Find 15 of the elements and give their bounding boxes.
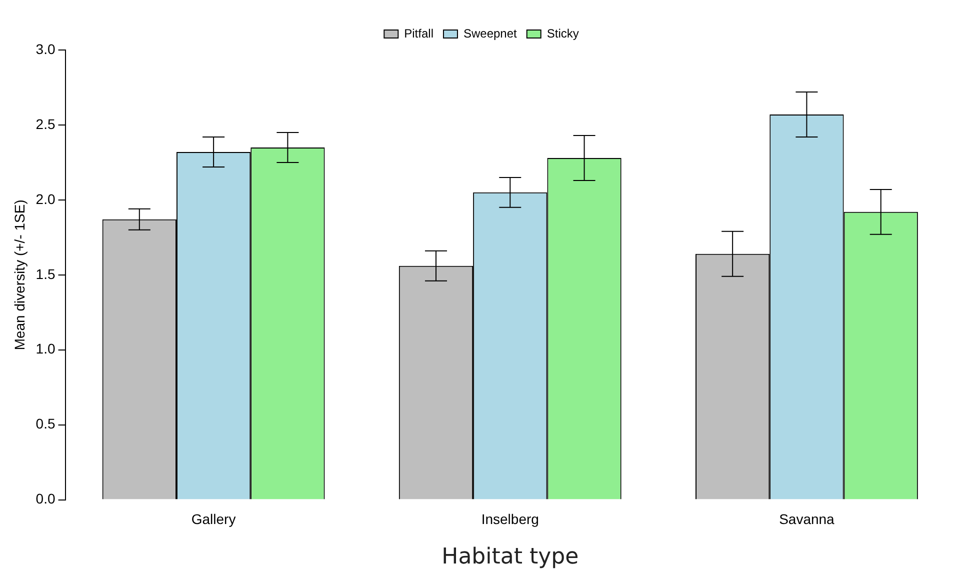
legend-label: Pitfall [404,26,434,40]
y-tick-label: 1.5 [36,266,56,282]
y-axis-title: Mean diversity (+/- 1SE) [11,200,28,350]
x-tick-label: Gallery [191,511,236,528]
legend-label: Sweepnet [463,26,518,40]
y-tick-label: 2.5 [36,116,56,132]
y-tick-label: 1.0 [36,340,56,357]
x-tick-label: Savanna [779,511,835,528]
y-tick-label: 3.0 [36,40,56,57]
legend-label: Sticky [546,26,579,40]
x-tick-label: Inselberg [481,511,539,528]
x-axis-title: Habitat type [442,544,579,570]
y-tick-label: 0.5 [36,416,56,432]
y-tick-label: 2.0 [36,190,56,207]
y-tick-label: 0.0 [36,490,56,507]
